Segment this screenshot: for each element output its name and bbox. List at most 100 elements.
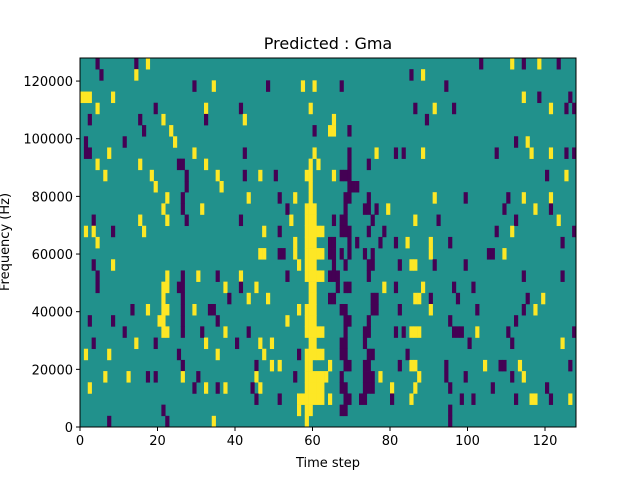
heatmap-cell-lo [397,259,402,271]
heatmap-cell-lo [165,415,170,428]
heatmap-cell-hi [145,304,151,316]
heatmap-cell-hi [238,270,244,282]
heatmap-cell-hi [161,292,166,305]
heatmap-cell-hi [308,304,313,316]
heatmap-cell-hi [196,270,201,282]
x-tick-label: 0 [76,434,84,449]
heatmap-cell-lo [490,382,495,394]
heatmap-cell-lo [424,113,430,126]
heatmap-cell-lo [242,147,247,159]
heatmap-cell-hi [537,58,542,70]
heatmap-cell-lo [572,326,577,338]
heatmap-cell-hi [421,281,426,294]
heatmap-cell-hi [204,158,209,171]
heatmap-cell-lo [362,359,368,372]
heatmap-cell-hi [304,359,309,372]
heatmap-cell-lo [486,248,492,260]
heatmap-cell-hi [107,147,112,159]
heatmap-cell-lo [343,359,348,372]
heatmap-cell-lo [397,304,402,316]
heatmap-cell-hi [312,147,317,159]
heatmap-cell-lo [99,69,104,81]
heatmap-cell-hi [316,382,321,394]
heatmap-cell-lo [235,337,240,350]
heatmap-cell-hi [173,136,178,148]
heatmap-cell-hi [83,225,89,238]
heatmap-cell-lo [506,326,511,338]
heatmap-cell-hi [304,236,309,249]
heatmap-cell-hi [308,214,313,227]
heatmap-cell-lo [343,404,348,417]
heatmap-cell-hi [107,348,112,361]
heatmap-cell-lo [490,248,495,260]
heatmap-cell-hi [161,113,166,126]
heatmap-cell-lo [343,382,348,394]
heatmap-cell-lo [95,58,100,70]
heatmap-cell-lo [95,270,100,282]
heatmap-cell-lo [471,393,476,405]
heatmap-cell-lo [463,259,468,271]
heatmap-cell-lo [362,337,368,350]
heatmap-cell-lo [366,359,371,372]
heatmap-cell-hi [374,147,379,159]
heatmap-cell-hi [304,404,309,417]
heatmap-cell-lo [347,169,352,182]
heatmap-cell-hi [211,415,216,428]
heatmap-cell-hi [413,214,418,227]
heatmap-cell-lo [475,304,480,316]
heatmap-cell-lo [111,225,116,238]
heatmap-cell-lo [207,304,213,316]
heatmap-cell-lo [548,393,554,405]
heatmap-cell-hi [308,225,313,238]
heatmap-cell-hi [145,58,151,70]
heatmap-cell-hi [510,225,515,238]
heatmap-cell-hi [304,259,309,271]
heatmap-cell-hi [180,371,185,383]
heatmap-cell-hi [138,214,143,227]
heatmap-cell-lo [180,270,185,282]
heatmap-cell-hi [428,248,433,260]
heatmap-cell-lo [366,382,371,394]
heatmap-cell-lo [343,192,348,204]
heatmap-cell-lo [564,147,569,159]
heatmap-cell-lo [277,225,282,238]
heatmap-cell-lo [277,393,282,405]
heatmap-cell-lo [572,225,577,238]
heatmap-cell-hi [312,382,317,394]
heatmap-cell-hi [529,147,534,159]
heatmap-cell-lo [161,404,166,417]
heatmap-cell-lo [556,58,561,70]
heatmap-cell-lo [184,181,189,193]
heatmap-cell-hi [316,348,321,361]
heatmap-cell-lo [347,315,352,327]
heatmap-cell-lo [370,382,375,394]
heatmap-cell-lo [339,304,344,316]
heatmap-cell-hi [304,382,309,394]
heatmap-cell-lo [328,248,333,260]
y-tick-label: 0 [65,421,73,436]
heatmap-cell-lo [176,281,182,294]
heatmap-cell-hi [142,225,147,238]
heatmap-cell-lo [343,304,348,316]
heatmap-cell-hi [409,393,414,405]
heatmap-cell-lo [343,326,348,338]
heatmap-cell-lo [331,236,337,249]
heatmap-cell-hi [308,382,313,394]
x-tick-label: 120 [533,434,558,449]
heatmap-cell-lo [459,393,464,405]
heatmap-cell-lo [444,371,449,383]
heatmap-cell-lo [366,371,371,383]
heatmap-cell-hi [165,281,170,294]
heatmap-cell-hi [211,80,216,92]
heatmap-cell-hi [308,169,313,182]
heatmap-cell-hi [382,281,387,294]
heatmap-cell-hi [312,248,317,260]
heatmap-cell-lo [545,382,550,394]
heatmap-cell-lo [564,102,569,115]
x-tick-label: 80 [382,434,399,449]
heatmap-cell-hi [269,359,275,372]
heatmap-cell-lo [548,203,554,215]
heatmap-cell-hi [320,326,325,338]
heatmap-cell-hi [413,292,418,305]
heatmap-cell-lo [343,315,348,327]
